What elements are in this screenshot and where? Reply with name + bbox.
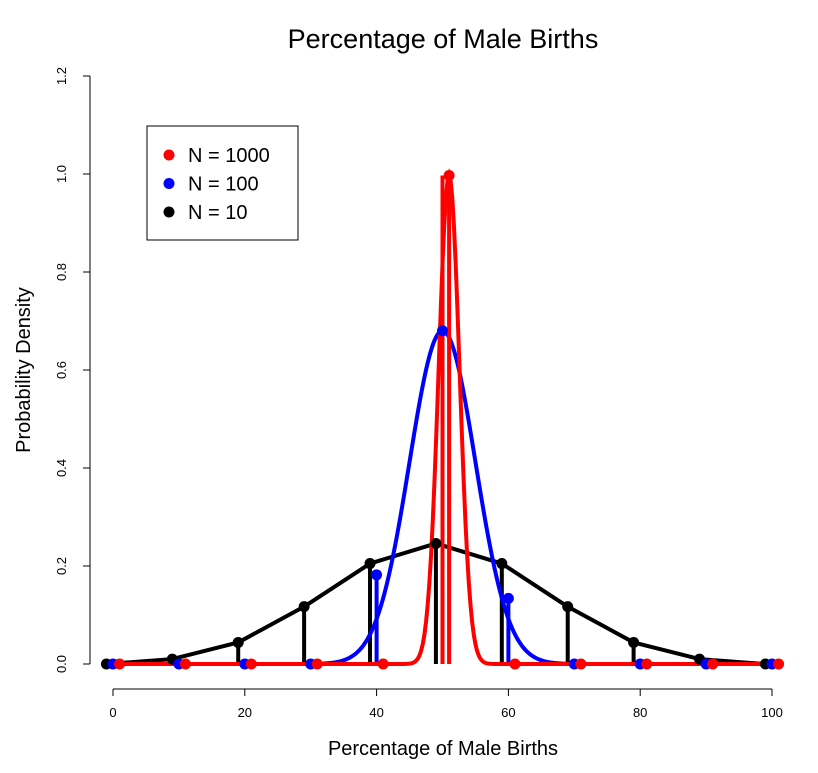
series-n1000-point [377,658,389,670]
series-n100-point [371,569,383,581]
series-n10-point [298,601,310,613]
y-tick-label: 0.2 [54,557,69,575]
y-axis-label: Probability Density [13,287,35,453]
series-n1000-point [641,658,653,670]
series-n1000-point [245,658,257,670]
series-n10-point [562,601,574,613]
series-n1000-point [179,658,191,670]
series-n10-point [628,636,640,648]
x-tick-label: 100 [761,705,783,720]
x-tick-label: 0 [109,705,116,720]
y-tick-label: 0.8 [54,263,69,281]
y-tick-label: 0.6 [54,361,69,379]
series-n100-point [437,325,448,337]
y-tick-label: 1.2 [54,67,69,85]
series-n1000-point [707,658,719,670]
legend-marker [163,149,175,161]
series-n1000-point [773,658,785,670]
series-n1000-point [509,658,521,670]
series-n100-point [502,592,514,604]
legend-label: N = 100 [188,174,259,196]
legend-marker [163,178,175,189]
x-tick-label: 60 [501,705,515,720]
series-n10-point [430,537,442,549]
chart-title: Percentage of Male Births [288,24,599,54]
series-n1000-point [311,658,323,670]
series-n1000-point [114,658,126,670]
y-tick-label: 1.0 [54,165,69,183]
y-tick-label: 0.0 [54,655,69,673]
y-tick-label: 0.4 [54,459,69,477]
x-tick-label: 20 [238,705,252,720]
x-axis-label: Percentage of Male Births [328,738,558,760]
x-tick-label: 80 [633,705,647,720]
legend-marker [163,206,175,218]
series-n10-point [496,558,508,570]
series-n1000-point [443,169,455,181]
series-n10-point [364,558,376,570]
legend-label: N = 10 [188,202,247,224]
series-n1000-point [575,658,587,670]
legend-label: N = 1000 [188,145,270,167]
x-tick-label: 40 [369,705,383,720]
series-n1000-curve [113,167,779,666]
series-n10-point [232,636,244,648]
legend: N = 1000 N = 100 N = 10 [146,125,299,241]
